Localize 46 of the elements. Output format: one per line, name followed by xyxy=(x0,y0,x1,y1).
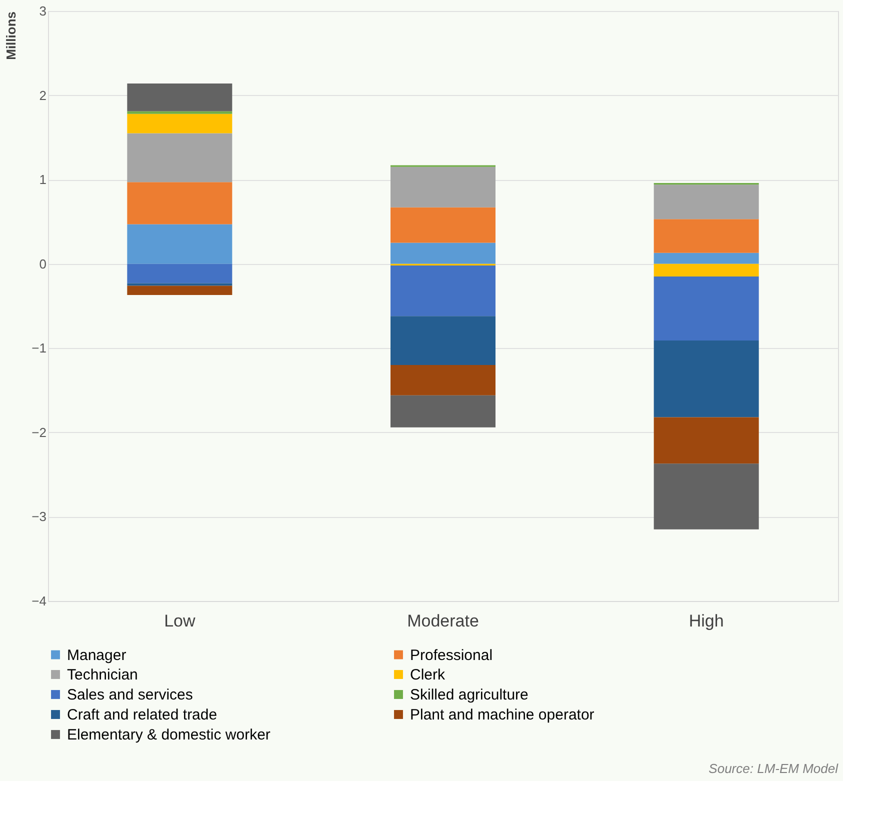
bar xyxy=(127,83,232,112)
bar xyxy=(390,395,496,428)
y-tick-label: 3 xyxy=(39,4,46,18)
x-tick-label: High xyxy=(688,612,724,630)
bar xyxy=(654,417,759,464)
legend-label: Technician xyxy=(67,666,138,684)
legend-label: Craft and related trade xyxy=(67,706,218,724)
bar xyxy=(654,340,759,418)
bar xyxy=(127,283,232,286)
bar xyxy=(127,114,232,134)
bar xyxy=(127,111,232,114)
bar xyxy=(654,264,759,276)
y-tick-label: 2 xyxy=(39,88,46,103)
legend-label: Skilled agriculture xyxy=(410,686,528,704)
bar xyxy=(390,166,496,208)
bar xyxy=(654,184,759,220)
bar xyxy=(654,276,759,341)
y-tick-label: −2 xyxy=(32,424,46,440)
bar xyxy=(390,266,496,316)
bar xyxy=(127,133,232,182)
legend-label: Professional xyxy=(410,646,493,664)
bar xyxy=(390,365,496,396)
legend-label: Manager xyxy=(67,646,126,664)
bar xyxy=(127,224,232,264)
legend-label: Clerk xyxy=(410,666,446,684)
legend-label: Elementary & domestic worker xyxy=(67,726,270,744)
source-note: Source: LM-EM Model xyxy=(708,761,840,776)
x-tick-label: Moderate xyxy=(407,612,479,630)
bar xyxy=(127,264,232,284)
y-axis-title: Millions xyxy=(4,12,18,60)
y-tick-label: −4 xyxy=(32,594,46,608)
bar xyxy=(127,182,232,224)
legend-label: Sales and services xyxy=(67,686,193,704)
y-tick-label: −1 xyxy=(32,340,46,356)
bar xyxy=(654,219,759,253)
bar xyxy=(127,286,232,296)
x-tick-label: Low xyxy=(164,612,196,630)
bar xyxy=(390,207,496,243)
y-tick-label: 1 xyxy=(39,172,46,188)
y-tick-label: −3 xyxy=(32,509,46,524)
bar xyxy=(390,242,496,264)
bar xyxy=(390,316,496,365)
bar xyxy=(654,464,759,530)
legend-label: Plant and machine operator xyxy=(410,706,594,724)
y-tick-label: 0 xyxy=(39,256,46,272)
bar xyxy=(654,252,759,264)
